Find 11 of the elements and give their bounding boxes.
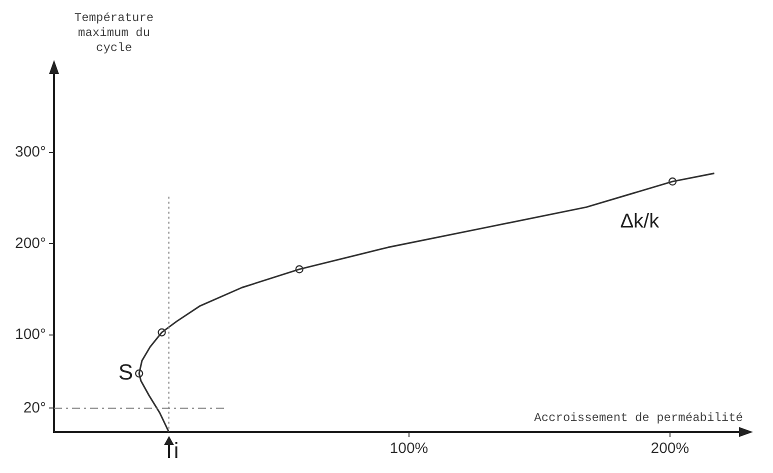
y-tick-label: 300° (14, 143, 46, 160)
annotation: S (118, 360, 134, 385)
x-tick-label: 100% (390, 440, 428, 458)
y-tick-label: 200° (14, 234, 46, 252)
annotation: Δk/k (620, 210, 660, 233)
annotation: i (174, 438, 179, 464)
x-tick-label: 200% (650, 440, 690, 458)
y-tick-label: 20° (23, 399, 46, 416)
y-axis-title: Température maximum du cycle (74, 11, 154, 56)
x-axis-title: Accroissement de perméabilité (534, 411, 743, 426)
y-tick-label: 100° (14, 326, 46, 344)
